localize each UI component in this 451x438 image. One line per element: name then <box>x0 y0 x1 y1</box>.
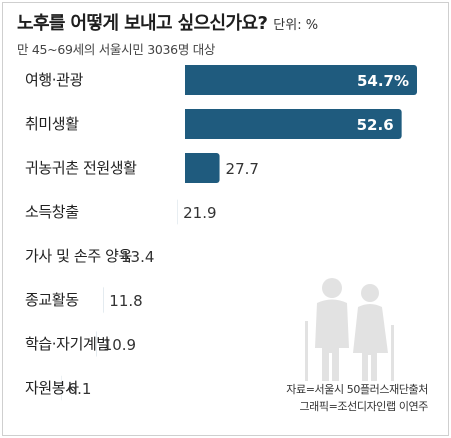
bar-chart: 여행·관광 54.7% 취미생활 52.6 귀농귀촌 전원생활 27.7 소득창출 21.9 가… <box>17 65 417 403</box>
category-label: 여행·관광 <box>25 71 84 89</box>
value-label: 13.4 <box>121 248 154 266</box>
bar-label-panel <box>17 197 178 227</box>
category-label: 귀농귀촌 전원생활 <box>25 159 137 177</box>
source-note: 자료=서울시 50플러스재단출처 그래픽=조선디자인랩 이연주 <box>286 381 428 415</box>
bar-label-panel <box>17 329 97 359</box>
value-label: 11.8 <box>109 292 142 310</box>
category-label: 소득창출 <box>25 203 79 221</box>
category-label: 학습·자기계발 <box>25 335 110 353</box>
unit-label: 단위: % <box>273 18 319 33</box>
bar-label-panel <box>17 109 185 139</box>
source-text: 자료=서울시 50플러스재단출처 <box>286 383 428 396</box>
category-label: 자원봉사 <box>25 379 79 397</box>
value-label: 10.9 <box>103 336 136 354</box>
bar-label-panel <box>17 153 185 183</box>
value-label: 6.1 <box>68 380 92 398</box>
bar-label-panel <box>17 65 185 95</box>
value-label: 52.6 <box>357 116 394 134</box>
title-row: 노후를 어떻게 보내고 싶으신가요? 단위: % <box>17 9 318 35</box>
chart-subtitle: 만 45~69세의 서울시민 3036명 대상 <box>17 42 216 57</box>
category-label: 취미생활 <box>25 115 79 133</box>
value-label: 54.7% <box>357 72 409 90</box>
credit-text: 그래픽=조선디자인랩 이연주 <box>299 400 428 413</box>
value-label: 21.9 <box>183 204 216 222</box>
bar-label-panel <box>17 241 115 271</box>
bar-label-panel <box>17 285 104 315</box>
chart-title: 노후를 어떻게 보내고 싶으신가요? <box>17 13 268 34</box>
elderly-couple-icon <box>305 278 394 381</box>
bar-label-panel <box>17 373 62 403</box>
category-label: 종교활동 <box>25 291 79 309</box>
value-label: 27.7 <box>226 160 259 178</box>
category-label: 가사 및 손주 양육 <box>25 247 132 265</box>
